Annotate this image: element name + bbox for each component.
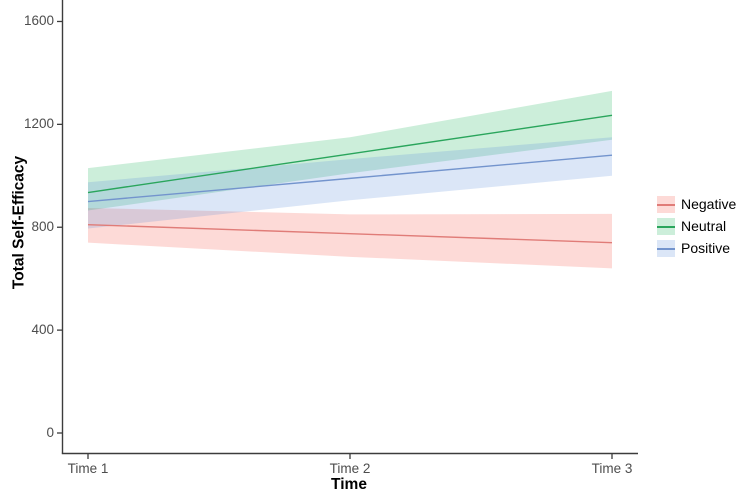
legend-entry-negative: Negative	[657, 196, 736, 213]
legend-label-positive: Positive	[681, 240, 731, 256]
legend-entry-neutral: Neutral	[657, 218, 736, 235]
legend-key-line-icon	[657, 203, 675, 206]
legend-entry-positive: Positive	[657, 240, 736, 257]
legend-key-positive	[657, 240, 675, 257]
legend-key-neutral	[657, 218, 675, 235]
legend-key-line-icon	[657, 247, 675, 250]
legend-key-line-icon	[657, 225, 675, 228]
legend-key-negative	[657, 196, 675, 213]
trend-line-positive	[87, 154, 613, 203]
trend-line-neutral	[87, 114, 613, 194]
ci-ribbon-negative	[88, 207, 612, 269]
y-tick-label: 1600	[23, 13, 54, 28]
ci-ribbon-positive	[88, 137, 612, 229]
ci-ribbon-neutral	[88, 90, 612, 211]
y-tick-label: 400	[31, 322, 54, 337]
legend-label-negative: Negative	[681, 196, 737, 212]
x-tick-label-time1: Time 1	[67, 461, 109, 476]
y-tick-label: 0	[46, 425, 54, 440]
legend: Negative Neutral Positive	[657, 196, 736, 262]
trend-line-negative	[87, 223, 613, 244]
legend-label-neutral: Neutral	[681, 218, 727, 234]
x-tick-label-time3: Time 3	[591, 461, 633, 476]
y-tick-label: 800	[31, 219, 54, 234]
y-tick-label: 1200	[23, 116, 54, 131]
y-axis-title: Total Self-Efficacy	[10, 155, 28, 290]
x-axis-title: Time	[331, 476, 367, 493]
x-tick-label-time2: Time 2	[329, 461, 371, 476]
